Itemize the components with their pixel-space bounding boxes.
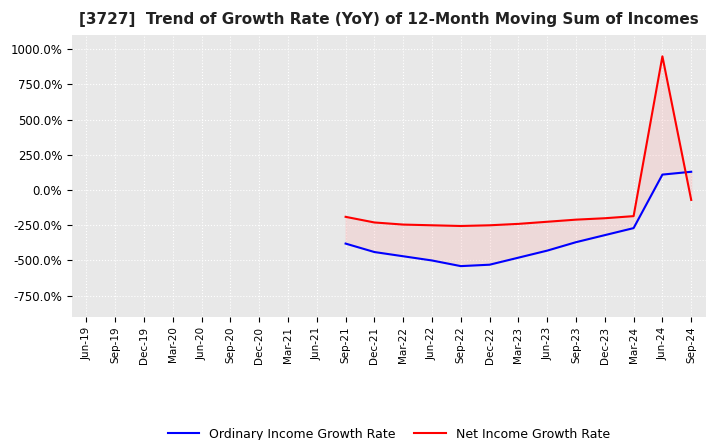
Ordinary Income Growth Rate: [658, 172, 667, 177]
Ordinary Income Growth Rate: [428, 258, 436, 263]
Ordinary Income Growth Rate: [687, 169, 696, 174]
Net Income Growth Rate: [629, 213, 638, 219]
Net Income Growth Rate: [658, 54, 667, 59]
Legend: Ordinary Income Growth Rate, Net Income Growth Rate: Ordinary Income Growth Rate, Net Income …: [163, 423, 615, 440]
Net Income Growth Rate: [456, 224, 465, 229]
Net Income Growth Rate: [399, 222, 408, 227]
Ordinary Income Growth Rate: [514, 255, 523, 260]
Ordinary Income Growth Rate: [341, 241, 350, 246]
Net Income Growth Rate: [600, 216, 609, 221]
Net Income Growth Rate: [543, 219, 552, 224]
Ordinary Income Growth Rate: [485, 262, 494, 268]
Line: Net Income Growth Rate: Net Income Growth Rate: [346, 56, 691, 226]
Ordinary Income Growth Rate: [399, 253, 408, 259]
Line: Ordinary Income Growth Rate: Ordinary Income Growth Rate: [346, 172, 691, 266]
Ordinary Income Growth Rate: [600, 232, 609, 238]
Net Income Growth Rate: [428, 223, 436, 228]
Title: [3727]  Trend of Growth Rate (YoY) of 12-Month Moving Sum of Incomes: [3727] Trend of Growth Rate (YoY) of 12-…: [79, 12, 698, 27]
Net Income Growth Rate: [572, 217, 580, 222]
Ordinary Income Growth Rate: [456, 264, 465, 269]
Ordinary Income Growth Rate: [572, 239, 580, 245]
Net Income Growth Rate: [341, 214, 350, 220]
Net Income Growth Rate: [370, 220, 379, 225]
Ordinary Income Growth Rate: [543, 248, 552, 253]
Net Income Growth Rate: [485, 223, 494, 228]
Net Income Growth Rate: [687, 197, 696, 202]
Ordinary Income Growth Rate: [370, 249, 379, 255]
Net Income Growth Rate: [514, 221, 523, 227]
Ordinary Income Growth Rate: [629, 225, 638, 231]
